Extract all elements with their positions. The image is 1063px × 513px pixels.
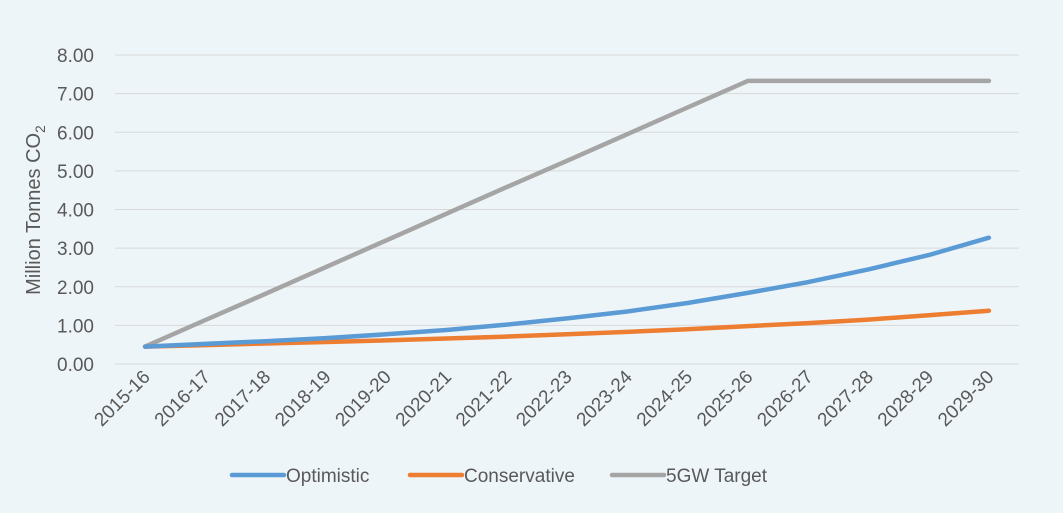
y-tick-label: 6.00 xyxy=(57,123,94,144)
legend-item-conservative: Conservative xyxy=(407,466,575,487)
y-tick-label: 7.00 xyxy=(57,85,94,106)
x-tick-label: 2020-21 xyxy=(392,367,456,431)
x-tick-label: 2022-23 xyxy=(512,367,576,431)
x-tick-label: 2023-24 xyxy=(573,366,637,430)
y-tick-label: 8.00 xyxy=(57,46,94,67)
series-lines xyxy=(142,78,992,349)
x-tick-label: 2027-28 xyxy=(814,367,878,431)
x-tick-label: 2016-17 xyxy=(151,367,215,431)
legend: Optimistic Conservative 5GW Target xyxy=(229,466,768,487)
series-line-conservative xyxy=(142,308,992,349)
x-axis-ticks: 2015-162016-172017-182018-192019-202020-… xyxy=(91,366,999,430)
legend-item-optimistic: Optimistic xyxy=(229,466,369,487)
x-tick-label: 2017-18 xyxy=(211,367,275,431)
y-tick-label: 5.00 xyxy=(57,162,94,183)
x-tick-label: 2021-22 xyxy=(452,367,516,431)
y-tick-label: 3.00 xyxy=(57,239,94,260)
legend-label: Conservative xyxy=(464,466,575,487)
y-axis-ticks: 0.00 1.00 2.00 3.00 4.00 5.00 6.00 7.00 8.00 xyxy=(57,46,94,376)
series-line-optimistic xyxy=(142,235,992,349)
x-tick-label: 2025-26 xyxy=(693,367,757,431)
y-tick-label: 2.00 xyxy=(57,278,94,299)
y-tick-label: 4.00 xyxy=(57,201,94,222)
gridlines xyxy=(115,54,1019,365)
series-line-5gw-target xyxy=(142,78,992,349)
x-tick-label: 2018-19 xyxy=(271,367,335,431)
x-tick-label: 2029-30 xyxy=(934,367,998,431)
legend-label: 5GW Target xyxy=(666,466,768,487)
legend-item-5gw-target: 5GW Target xyxy=(609,466,768,487)
x-tick-label: 2019-20 xyxy=(332,367,396,431)
legend-label: Optimistic xyxy=(286,466,369,487)
y-tick-label: 1.00 xyxy=(57,316,94,337)
x-tick-label: 2015-16 xyxy=(91,367,155,431)
y-axis-label: Million Tonnes CO2 xyxy=(23,125,48,295)
y-tick-label: 0.00 xyxy=(57,355,94,376)
x-tick-label: 2028-29 xyxy=(874,367,938,431)
x-tick-label: 2024-25 xyxy=(633,367,697,431)
x-tick-label: 2026-27 xyxy=(753,367,817,431)
